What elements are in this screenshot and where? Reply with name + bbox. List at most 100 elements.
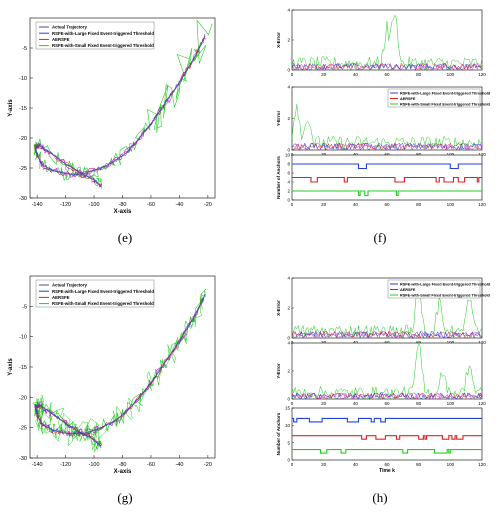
- y-tick-label: 0: [287, 198, 290, 203]
- y-tick-label: -25: [19, 166, 27, 172]
- y-tick-label: 4: [287, 180, 290, 185]
- y-tick-label: 4: [287, 276, 290, 281]
- x-tick-label: 100: [447, 401, 455, 406]
- y-tick-label: 4: [287, 341, 290, 346]
- x-tick-label: 100: [447, 340, 455, 345]
- legend-entry: RSFE-with-Small Fixed Event-triggered Th…: [400, 103, 491, 107]
- legend: [35, 21, 155, 50]
- y-tick-label: 0: [287, 458, 290, 463]
- y-tick-label: 2: [287, 369, 290, 374]
- series-small-threshold: [34, 288, 207, 450]
- x-tick-label: 0: [291, 401, 294, 406]
- x-tick-label: 40: [353, 340, 359, 345]
- x-tick-label: 0: [291, 462, 294, 467]
- x-tick-label: 100: [447, 72, 455, 77]
- x-tick-label: 120: [478, 340, 486, 345]
- y-axis-label: Number of Anchors: [276, 412, 281, 455]
- x-tick-label: 80: [416, 462, 422, 467]
- error-series-1: [291, 330, 483, 339]
- y-tick-label: 10: [285, 423, 291, 428]
- legend-entry: RSFE-with-Small Fixed Event-triggered Th…: [400, 294, 491, 298]
- y-tick-label: 0: [287, 397, 290, 402]
- y-tick-label: -5: [22, 46, 27, 52]
- y-tick-label: 10: [285, 153, 291, 158]
- legend-entry: Actual Trajectory: [52, 25, 87, 30]
- x-tick-label: 80: [416, 401, 422, 406]
- legend-entry: RSFE-with-Large Fixed Event-triggered Th…: [400, 283, 491, 287]
- y-tick-label: 2: [287, 38, 290, 43]
- x-tick-label: -40: [175, 462, 183, 468]
- plot-area: [291, 342, 483, 400]
- x-tick-label: -80: [119, 462, 127, 468]
- x-tick-label: -20: [204, 202, 212, 208]
- y-axis-label: X-Error: [276, 300, 281, 316]
- panel-label-e: (e): [118, 230, 132, 245]
- panel-g: -140 -120 -100 -80 -60 -40 -20 -30 -25 -20 -15 -10 -…: [8, 275, 216, 475]
- x-tick-label: 0: [291, 152, 294, 157]
- y-tick-label: -20: [19, 136, 27, 142]
- series-large-threshold: [35, 34, 205, 188]
- error-series-0: [291, 14, 483, 71]
- anchors-series-0: [292, 417, 482, 423]
- x-tick-label: 100: [447, 462, 455, 467]
- x-tick-label: 20: [321, 340, 327, 345]
- y-axis-label: Number of Anchors: [276, 156, 281, 199]
- x-tick-label: 60: [384, 401, 390, 406]
- x-tick-label: 0: [291, 340, 294, 345]
- y-axis-label: Y-axis: [8, 358, 14, 376]
- x-tick-label: 40: [353, 202, 359, 207]
- y-tick-label: -20: [19, 395, 27, 401]
- error-series-3: [291, 392, 483, 400]
- legend: [387, 88, 481, 108]
- plot-area: [291, 9, 483, 71]
- subplot-x-error: 0 20 40 60 80 100 120 0 2 4 X-Error: [276, 8, 486, 77]
- x-tick-label: 20: [321, 202, 327, 207]
- y-tick-label: 5: [287, 440, 290, 445]
- x-tick-label: 80: [416, 202, 422, 207]
- series-actual-trajectory: [35, 294, 206, 447]
- legend-entry: RSFE-with-Large Fixed Event-triggered Th…: [400, 92, 491, 96]
- y-tick-label: -30: [19, 196, 27, 202]
- legend: [387, 279, 481, 299]
- x-tick-label: -80: [119, 202, 127, 208]
- legend-entry: Actual Trajectory: [52, 283, 87, 288]
- legend-entry: RSFE-with-Large Fixed Event-triggered Th…: [52, 289, 154, 294]
- y-tick-label: -5: [22, 304, 27, 310]
- y-tick-label: 2: [287, 116, 290, 121]
- error-series-2: [291, 62, 483, 71]
- legend-entry: AERSFE: [400, 288, 416, 292]
- x-tick-label: 80: [416, 152, 422, 157]
- x-tick-label: -60: [147, 462, 155, 468]
- error-series-1: [291, 62, 483, 71]
- legend-entry: RSFE-with-Small Fixed Event-triggered Th…: [52, 301, 154, 306]
- x-tick-label: 100: [447, 202, 455, 207]
- y-axis-label: Y-axis: [8, 99, 14, 117]
- error-series-0: [291, 342, 483, 400]
- anchors-series-2: [292, 449, 482, 454]
- panel-e: -140 -120 -100 -80 -60 -40 -20 -30 -25 -20 -15 -10 -…: [8, 17, 216, 215]
- legend-entry: AERSFE: [52, 37, 70, 42]
- x-tick-label: -40: [175, 202, 183, 208]
- x-tick-label: 40: [353, 72, 359, 77]
- y-tick-label: -15: [19, 106, 27, 112]
- x-tick-label: 120: [478, 462, 486, 467]
- panel-label-g: (g): [117, 490, 132, 505]
- error-series-2: [291, 330, 483, 339]
- legend: [35, 279, 155, 308]
- panel-label-h: (h): [372, 490, 387, 505]
- x-tick-label: 60: [384, 152, 390, 157]
- y-tick-label: -10: [19, 76, 27, 82]
- y-tick-label: 4: [287, 8, 290, 13]
- x-tick-label: 0: [291, 202, 294, 207]
- y-tick-label: 8: [287, 162, 290, 167]
- y-axis-label: X-Error: [276, 32, 281, 48]
- x-tick-label: 120: [478, 401, 486, 406]
- y-tick-label: 4: [287, 85, 290, 90]
- x-tick-label: 40: [353, 401, 359, 406]
- y-tick-label: 0: [287, 68, 290, 73]
- error-series-2: [291, 392, 483, 400]
- x-tick-label: -140: [32, 462, 43, 468]
- legend-entry: AERSFE: [52, 295, 70, 300]
- x-tick-label: 40: [353, 462, 359, 467]
